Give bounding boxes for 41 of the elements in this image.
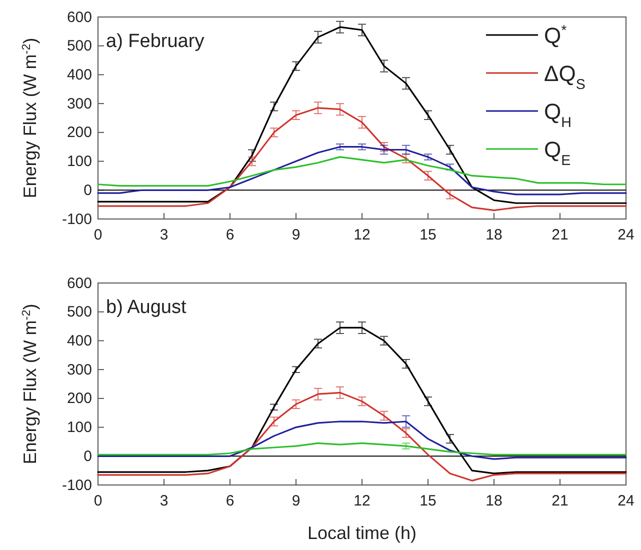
line-series <box>97 442 627 456</box>
y-tick-label: 0 <box>84 182 92 199</box>
legend-label: ΔQ$_{S}$ <box>544 61 586 93</box>
x-tick-label: 6 <box>226 226 234 244</box>
y-tick-label: 600 <box>66 274 92 292</box>
x-axis-title: Local time (h) <box>307 523 417 543</box>
y-tick-label: 300 <box>66 361 92 378</box>
y-tick-label: 400 <box>66 332 92 350</box>
text: b) August <box>106 297 187 318</box>
y-tick-label: 0 <box>84 448 92 465</box>
y-tick-label: 200 <box>66 390 92 408</box>
legend-label: Q$_{H}$ <box>544 99 572 131</box>
x-tick-label: 21 <box>552 492 568 510</box>
legend-label: Q$_{E}$ <box>544 137 571 169</box>
x-tick-label: 6 <box>226 492 234 510</box>
y-tick-label: 400 <box>66 66 92 84</box>
text: a) February <box>106 31 205 52</box>
x-tick-label: 21 <box>552 226 568 244</box>
x-tick-label: 9 <box>292 492 300 510</box>
y-tick-label: -100 <box>62 210 92 228</box>
x-tick-label: 12 <box>354 492 370 510</box>
y-tick-label: 100 <box>66 153 92 170</box>
x-tick-label: 24 <box>618 226 634 244</box>
y-tick-label: 100 <box>66 419 92 436</box>
x-tick-label: 15 <box>420 492 436 510</box>
x-tick-label: 3 <box>160 226 168 244</box>
y-tick-label: 500 <box>66 38 92 55</box>
x-tick-label: 24 <box>618 492 634 510</box>
y-tick-label: 600 <box>66 8 92 26</box>
y-tick-label: 300 <box>66 95 92 112</box>
x-tick-label: 9 <box>292 226 300 244</box>
x-tick-label: 15 <box>420 226 436 244</box>
x-tick-label: 18 <box>486 492 502 510</box>
x-tick-label: 3 <box>160 492 168 510</box>
point <box>402 144 410 155</box>
y-tick-label: -100 <box>62 476 92 494</box>
y-tick-label: 500 <box>66 304 92 321</box>
x-tick-label: 12 <box>354 226 370 244</box>
y-tick-label: 200 <box>66 124 92 142</box>
x-tick-label: 18 <box>486 226 502 244</box>
legend-label: Q$^{*}$ <box>544 23 568 48</box>
